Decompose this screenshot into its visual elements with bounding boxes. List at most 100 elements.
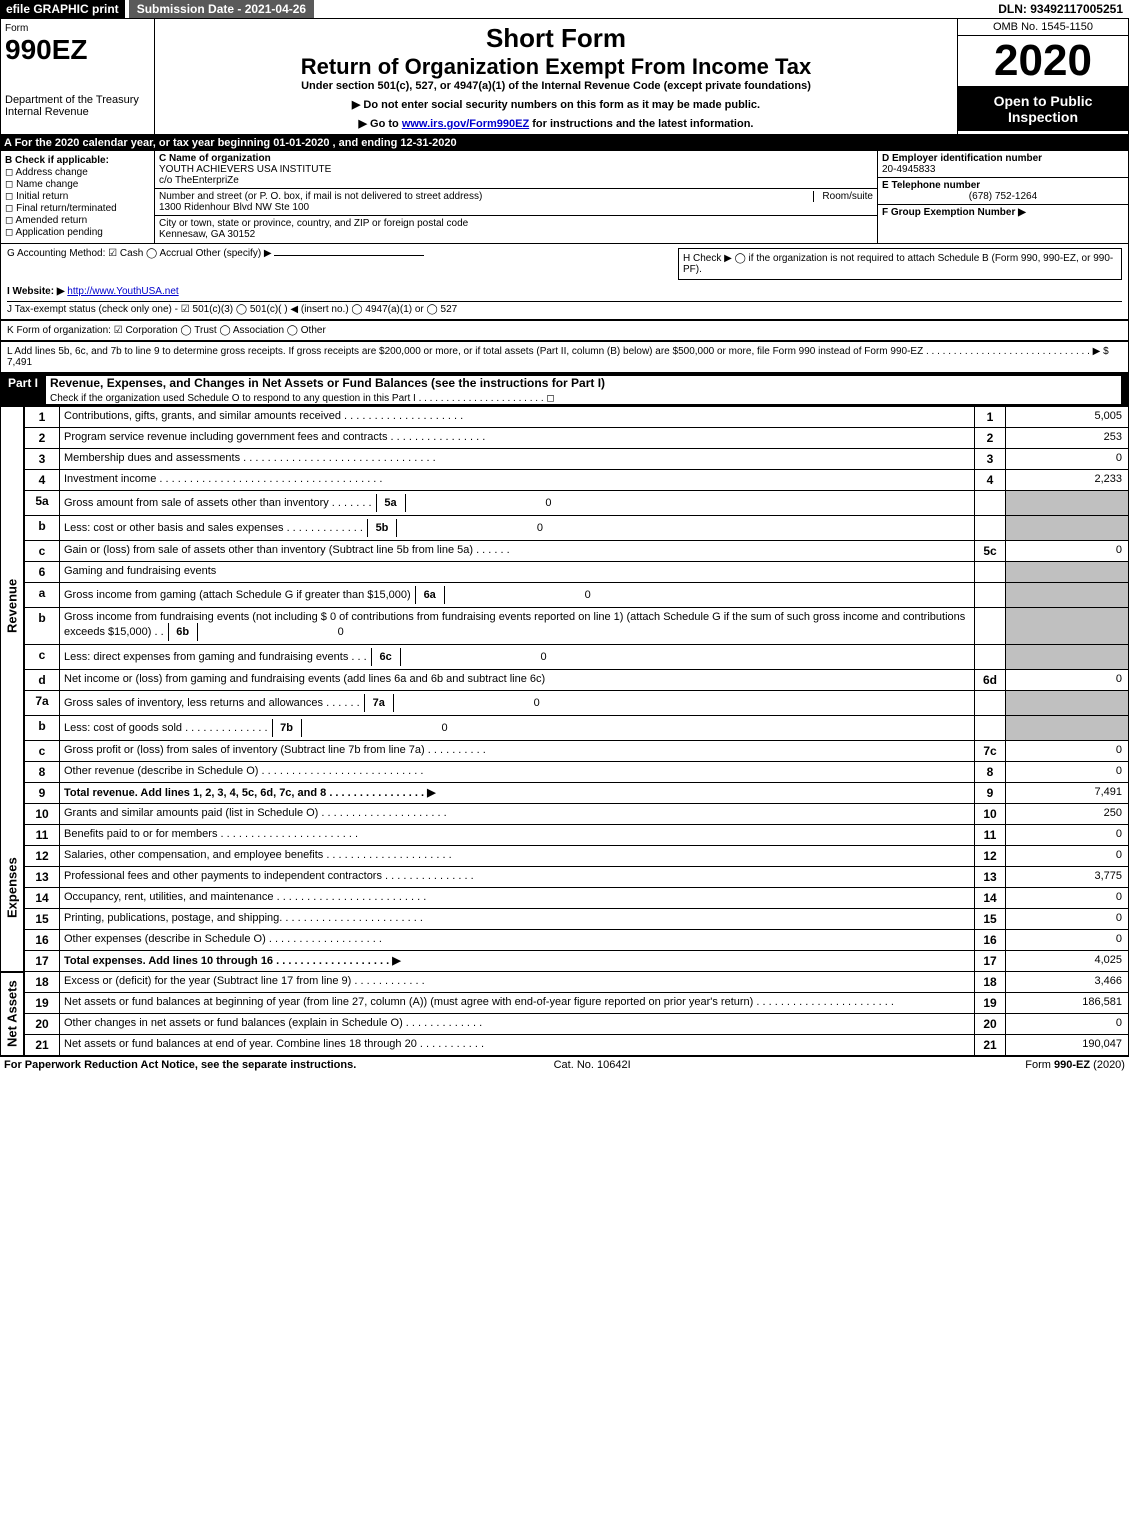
line-11: 11Benefits paid to or for members . . . … <box>24 825 1129 846</box>
line-10-desc: Grants and similar amounts paid (list in… <box>60 804 974 824</box>
line-5a-valshade <box>1006 491 1128 515</box>
form-header-center: Short Form Return of Organization Exempt… <box>155 19 958 134</box>
city-block: City or town, state or province, country… <box>155 216 877 242</box>
i-label: I Website: ▶ <box>7 286 65 297</box>
irs-link[interactable]: www.irs.gov/Form990EZ <box>402 118 529 130</box>
line-16-box: 16 <box>974 930 1006 950</box>
line-6b-num: b <box>25 608 60 644</box>
city-label: City or town, state or province, country… <box>159 218 468 229</box>
line-9-desc: Total revenue. Add lines 1, 2, 3, 4, 5c,… <box>60 783 974 803</box>
part1-bar: Part I Revenue, Expenses, and Changes in… <box>0 373 1129 407</box>
line-6c-ibox: 6c <box>371 648 401 666</box>
g-accounting: G Accounting Method: ☑ Cash ◯ Accrual Ot… <box>7 248 658 280</box>
h-check: H Check ▶ ◯ if the organization is not r… <box>678 248 1122 280</box>
line-5b-boxshade <box>974 516 1006 540</box>
line-7b-num: b <box>25 716 60 740</box>
line-18-desc: Excess or (deficit) for the year (Subtra… <box>60 972 974 992</box>
line-16-desc: Other expenses (describe in Schedule O) … <box>60 930 974 950</box>
line-6a-desc: Gross income from gaming (attach Schedul… <box>60 583 974 607</box>
check-amended-return[interactable]: ◻ Amended return <box>5 215 150 226</box>
check-name-change[interactable]: ◻ Name change <box>5 179 150 190</box>
line-6: 6Gaming and fundraising events <box>24 562 1129 583</box>
line-17-box: 17 <box>974 951 1006 971</box>
line-7c-desc: Gross profit or (loss) from sales of inv… <box>60 741 974 761</box>
main-title: Return of Organization Exempt From Incom… <box>163 54 949 80</box>
line-11-num: 11 <box>25 825 60 845</box>
line-6-num: 6 <box>25 562 60 582</box>
line-3-val: 0 <box>1006 449 1128 469</box>
line-7c-val: 0 <box>1006 741 1128 761</box>
line-6-valshade <box>1006 562 1128 582</box>
line-5b-ibox: 5b <box>367 519 397 537</box>
goto-suffix: for instructions and the latest informat… <box>529 118 753 130</box>
part1-label: Part I <box>8 376 46 404</box>
line-5a-ival: 0 <box>406 494 558 512</box>
org-name-2: c/o TheEnterpriZe <box>159 175 239 186</box>
line-3-box: 3 <box>974 449 1006 469</box>
form-header-left: Form 990EZ Department of the Treasury In… <box>1 19 155 134</box>
line-20-box: 20 <box>974 1014 1006 1034</box>
line-12: 12Salaries, other compensation, and empl… <box>24 846 1129 867</box>
line-5c-box: 5c <box>974 541 1006 561</box>
line-8-num: 8 <box>25 762 60 782</box>
line-20-val: 0 <box>1006 1014 1128 1034</box>
line-14-desc: Occupancy, rent, utilities, and maintena… <box>60 888 974 908</box>
d-label: D Employer identification number <box>882 153 1042 164</box>
line-6-boxshade <box>974 562 1006 582</box>
line-6c-valshade <box>1006 645 1128 669</box>
ein-value: 20-4945833 <box>882 164 935 175</box>
dln: DLN: 93492117005251 <box>998 2 1129 16</box>
line-18: 18Excess or (deficit) for the year (Subt… <box>24 972 1129 993</box>
line-17-val: 4,025 <box>1006 951 1128 971</box>
line-6d: dNet income or (loss) from gaming and fu… <box>24 670 1129 691</box>
line-2-desc: Program service revenue including govern… <box>60 428 974 448</box>
i-website: I Website: ▶ http://www.YouthUSA.net <box>7 286 1122 297</box>
line-6d-desc: Net income or (loss) from gaming and fun… <box>60 670 974 690</box>
goto-prefix: ▶ Go to <box>359 118 402 130</box>
line-18-val: 3,466 <box>1006 972 1128 992</box>
line-7a-desc: Gross sales of inventory, less returns a… <box>60 691 974 715</box>
line-21-desc: Net assets or fund balances at end of ye… <box>60 1035 974 1055</box>
website-link[interactable]: http://www.YouthUSA.net <box>67 286 178 297</box>
footer-cat: Cat. No. 10642I <box>554 1059 631 1071</box>
line-7c-num: c <box>25 741 60 761</box>
line-13-val: 3,775 <box>1006 867 1128 887</box>
box-def: D Employer identification number 20-4945… <box>877 151 1128 243</box>
expenses-section: Expenses 10Grants and similar amounts pa… <box>0 804 1129 972</box>
netassets-section: Net Assets 18Excess or (deficit) for the… <box>0 972 1129 1056</box>
org-name-block: C Name of organization YOUTH ACHIEVERS U… <box>155 151 877 189</box>
line-5a-desc: Gross amount from sale of assets other t… <box>60 491 974 515</box>
h-text: H Check ▶ ◯ if the organization is not r… <box>683 253 1113 275</box>
line-4-num: 4 <box>25 470 60 490</box>
line-19: 19Net assets or fund balances at beginni… <box>24 993 1129 1014</box>
line-10-num: 10 <box>25 804 60 824</box>
line-1-desc: Contributions, gifts, grants, and simila… <box>60 407 974 427</box>
line-9-box: 9 <box>974 783 1006 803</box>
line-4: 4Investment income . . . . . . . . . . .… <box>24 470 1129 491</box>
check-address-change-label: Address change <box>16 167 88 178</box>
line-4-desc: Investment income . . . . . . . . . . . … <box>60 470 974 490</box>
line-1-box: 1 <box>974 407 1006 427</box>
line-11-desc: Benefits paid to or for members . . . . … <box>60 825 974 845</box>
line-13-desc: Professional fees and other payments to … <box>60 867 974 887</box>
group-exemption-block: F Group Exemption Number ▶ <box>878 205 1128 220</box>
check-address-change[interactable]: ◻ Address change <box>5 167 150 178</box>
check-initial-return[interactable]: ◻ Initial return <box>5 191 150 202</box>
g-other-line[interactable] <box>274 255 424 256</box>
line-8-box: 8 <box>974 762 1006 782</box>
line-2-box: 2 <box>974 428 1006 448</box>
line-7b-boxshade <box>974 716 1006 740</box>
gh-block: G Accounting Method: ☑ Cash ◯ Accrual Ot… <box>0 244 1129 320</box>
line-5c: cGain or (loss) from sale of assets othe… <box>24 541 1129 562</box>
line-6-desc: Gaming and fundraising events <box>60 562 974 582</box>
line-6b: bGross income from fundraising events (n… <box>24 608 1129 645</box>
check-application-pending[interactable]: ◻ Application pending <box>5 227 150 238</box>
line-14-val: 0 <box>1006 888 1128 908</box>
line-8-val: 0 <box>1006 762 1128 782</box>
line-7b-desc: Less: cost of goods sold . . . . . . . .… <box>60 716 974 740</box>
line-17-num: 17 <box>25 951 60 971</box>
line-14-num: 14 <box>25 888 60 908</box>
j-tax-exempt: J Tax-exempt status (check only one) - ☑… <box>7 301 1122 315</box>
check-final-return[interactable]: ◻ Final return/terminated <box>5 203 150 214</box>
line-6b-ival: 0 <box>198 623 350 641</box>
